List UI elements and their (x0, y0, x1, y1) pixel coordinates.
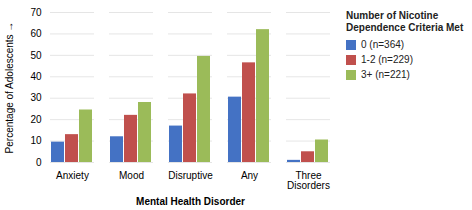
svg-text:50: 50 (30, 50, 42, 61)
svg-text:Disruptive: Disruptive (168, 170, 213, 181)
svg-text:10: 10 (30, 135, 42, 146)
html-text:Number of Nicotine Dependence: Number of Nicotine Dependence Criteria M… (346, 10, 464, 33)
html-text:0 (n=364): 0 (n=364) (361, 39, 405, 50)
html-text:1-2 (n=229): 1-2 (n=229) (361, 54, 413, 65)
svg-text:70: 70 (30, 7, 42, 18)
svg-text:Mental Health Disorder: Mental Health Disorder (136, 196, 245, 207)
svg-text:30: 30 (30, 92, 42, 103)
svg-text:40: 40 (30, 71, 42, 82)
svg-text:Anxiety: Anxiety (56, 170, 89, 181)
svg-text:Percentage of Adolescents →: Percentage of Adolescents → (4, 22, 15, 154)
svg-text:Mood: Mood (119, 170, 144, 181)
svg-text:20: 20 (30, 114, 42, 125)
svg-text:60: 60 (30, 28, 42, 39)
svg-text:0: 0 (36, 157, 42, 168)
svg-text:Any: Any (241, 170, 258, 181)
html-text:3+ (n=221): 3+ (n=221) (361, 69, 410, 80)
svg-text:ThreeDisorders: ThreeDisorders (287, 170, 330, 191)
